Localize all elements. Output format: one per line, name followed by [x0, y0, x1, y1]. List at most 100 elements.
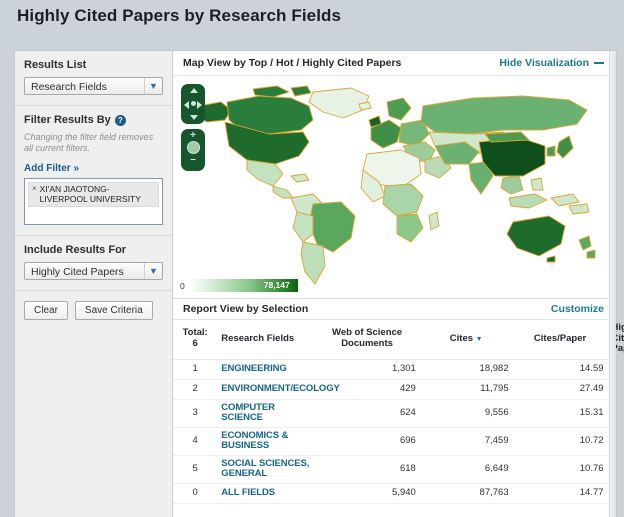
clear-button[interactable]: Clear — [24, 300, 68, 320]
pan-right-icon[interactable] — [197, 101, 202, 109]
results-list-value: Research Fields — [31, 81, 107, 93]
pan-left-icon[interactable] — [184, 101, 189, 109]
sidebar-actions: Clear Save Criteria — [15, 291, 172, 330]
row-research-field[interactable]: ECONOMICS & BUSINESS — [217, 427, 315, 456]
column-cites[interactable]: Cites ▼ — [419, 320, 513, 360]
row-research-field[interactable]: SOCIAL SCIENCES, GENERAL — [217, 455, 315, 484]
chevron-down-icon[interactable]: ▼ — [144, 78, 162, 94]
filter-results-heading: Filter Results By ? — [24, 114, 163, 126]
pan-center-icon[interactable] — [191, 101, 196, 106]
row-rank: 2 — [173, 379, 218, 400]
row-rank: 5 — [173, 455, 218, 484]
row-cites: 7,459 — [419, 427, 513, 456]
help-icon[interactable]: ? — [114, 114, 126, 126]
filter-chip-label: XI'AN JIAOTONG-LIVERPOOL UNIVERSITY — [39, 183, 141, 204]
row-wos-documents: 618 — [314, 455, 420, 484]
visualization-header: Map View by Top / Hot / Highly Cited Pap… — [173, 51, 616, 76]
row-research-field[interactable]: ENGINEERING — [217, 359, 315, 380]
main-panel: Results List Research Fields ▼ Filter Re… — [14, 50, 624, 517]
row-research-field[interactable]: ALL FIELDS — [217, 483, 315, 504]
column-cites-label: Cites — [449, 332, 474, 344]
report-table-head: Total: 6 Research Fields Web of Science … — [173, 320, 624, 360]
research-field-link[interactable]: COMPUTER SCIENCE — [221, 401, 275, 424]
row-cites-per-paper: 14.59 — [512, 359, 608, 380]
row-cites: 9,556 — [419, 399, 513, 428]
row-cites: 11,795 — [419, 379, 513, 400]
page-title: Highly Cited Papers by Research Fields — [17, 6, 342, 25]
filter-chip-box[interactable]: × XI'AN JIAOTONG-LIVERPOOL UNIVERSITY — [24, 177, 163, 225]
legend-max-value: 78,147 — [263, 280, 290, 290]
chevron-down-icon[interactable]: ▼ — [144, 262, 162, 279]
map-controls[interactable]: + – — [181, 84, 205, 171]
legend-min-value: 0 — [180, 280, 185, 291]
hide-visualization-toggle[interactable]: Hide Visualization — [499, 57, 604, 69]
close-icon[interactable]: × — [32, 183, 37, 193]
row-cites-per-paper: 10.72 — [512, 427, 608, 456]
zoom-in-button[interactable]: + — [190, 130, 196, 141]
include-results-select[interactable]: Highly Cited Papers ▼ — [24, 261, 163, 280]
research-field-link[interactable]: ALL FIELDS — [221, 486, 276, 498]
row-rank: 1 — [173, 359, 218, 380]
pan-pad-control[interactable] — [181, 84, 205, 124]
row-wos-documents: 696 — [314, 427, 420, 456]
research-field-link[interactable]: ENVIRONMENT/ECOLOGY — [221, 383, 340, 395]
row-wos-documents: 429 — [314, 379, 420, 400]
research-field-link[interactable]: SOCIAL SCIENCES, GENERAL — [221, 457, 310, 480]
total-label: Total: — [182, 327, 208, 339]
zoom-out-button[interactable]: – — [190, 154, 196, 165]
results-list-heading: Results List — [24, 59, 87, 71]
scrollbar[interactable] — [609, 51, 616, 517]
row-rank: 3 — [173, 399, 218, 428]
row-cites: 87,763 — [419, 483, 513, 504]
column-research-fields: Research Fields — [217, 320, 315, 360]
minus-icon — [594, 62, 604, 64]
column-cites-per-paper: Cites/Paper — [512, 320, 608, 360]
results-list-select[interactable]: Research Fields ▼ — [24, 77, 163, 95]
map-legend: 0 78,147 — [180, 279, 298, 292]
world-map[interactable]: + – 0 78,147 — [173, 76, 616, 298]
include-results-section: Include Results For Highly Cited Papers … — [15, 236, 172, 291]
row-cites: 6,649 — [419, 455, 513, 484]
hide-visualization-label: Hide Visualization — [499, 57, 589, 69]
total-value: 6 — [192, 337, 198, 349]
filter-results-section: Filter Results By ? Changing the filter … — [15, 106, 172, 236]
include-results-heading: Include Results For — [24, 243, 127, 256]
column-wos-documents: Web of Science Documents — [314, 320, 420, 360]
add-filter-link[interactable]: Add Filter » — [24, 162, 80, 174]
row-research-field[interactable]: COMPUTER SCIENCE — [217, 399, 315, 428]
report-table: Total: 6 Research Fields Web of Science … — [173, 320, 624, 504]
results-list-section: Results List Research Fields ▼ — [15, 51, 172, 106]
row-rank: 4 — [173, 427, 218, 456]
pan-up-icon[interactable] — [190, 88, 198, 93]
row-cites: 18,982 — [419, 359, 513, 380]
save-criteria-button[interactable]: Save Criteria — [74, 300, 153, 320]
row-research-field[interactable]: ENVIRONMENT/ECOLOGY — [217, 379, 340, 400]
sidebar: Results List Research Fields ▼ Filter Re… — [15, 51, 173, 517]
zoom-control[interactable]: + – — [181, 129, 205, 171]
report-header: Report View by Selection Customize — [173, 298, 616, 320]
filter-hint: Changing the filter field removes all cu… — [24, 132, 154, 154]
sort-descending-icon[interactable]: ▼ — [475, 335, 483, 343]
row-wos-documents: 624 — [314, 399, 420, 428]
report-title: Report View by Selection — [183, 303, 309, 315]
customize-link[interactable]: Customize — [550, 303, 604, 315]
research-field-link[interactable]: ECONOMICS & BUSINESS — [221, 429, 289, 452]
research-field-link[interactable]: ENGINEERING — [221, 363, 287, 375]
row-cites-per-paper: 10.76 — [512, 455, 608, 484]
row-cites-per-paper: 27.49 — [512, 379, 608, 400]
visualization-title: Map View by Top / Hot / Highly Cited Pap… — [183, 57, 402, 69]
row-wos-documents: 1,301 — [314, 359, 420, 380]
report-table-body: 1ENGINEERING1,30118,98214.59202ENVIRONME… — [173, 359, 616, 504]
filter-chip[interactable]: × XI'AN JIAOTONG-LIVERPOOL UNIVERSITY — [28, 181, 159, 207]
column-total: Total: 6 — [173, 320, 218, 360]
include-results-value: Highly Cited Papers — [31, 265, 124, 278]
pan-down-icon[interactable] — [190, 115, 198, 120]
row-cites-per-paper: 15.31 — [512, 399, 608, 428]
globe-icon[interactable] — [186, 141, 200, 154]
